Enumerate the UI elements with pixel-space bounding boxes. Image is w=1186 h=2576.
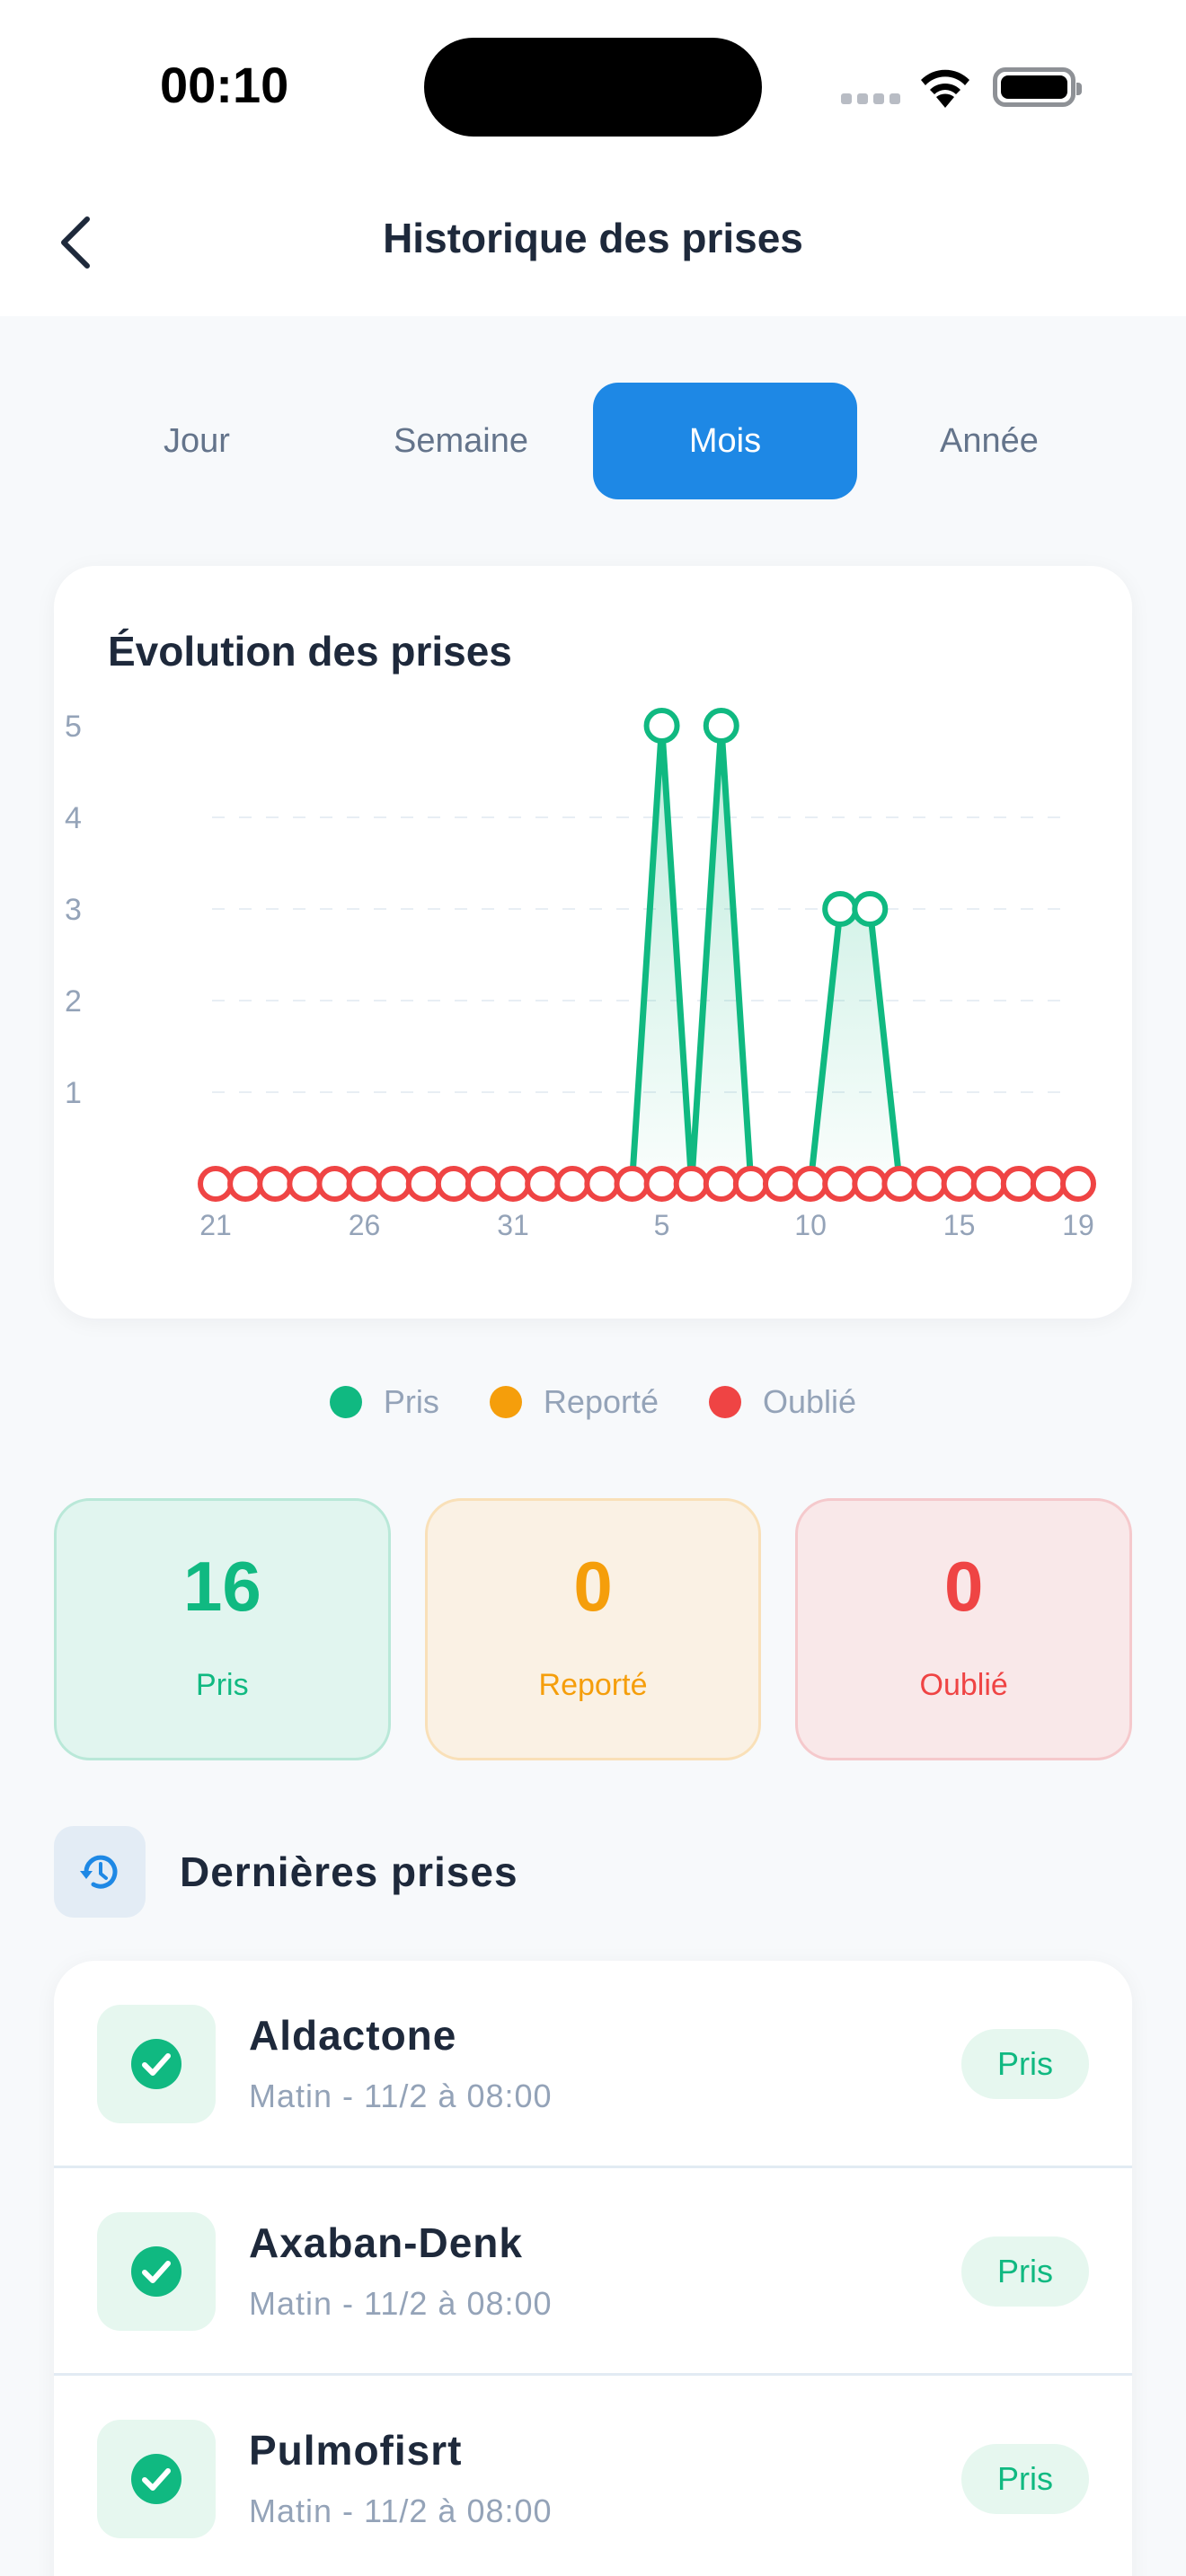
legend-item-pris: Pris <box>329 1383 439 1421</box>
svg-text:2: 2 <box>65 984 82 1019</box>
recent-list: Aldactone Matin - 11/2 à 08:00 Pris Axab… <box>54 1961 1132 2576</box>
legend-item-reporte: Reporté <box>489 1383 659 1421</box>
legend-dot-icon <box>329 1386 362 1418</box>
legend-label: Pris <box>383 1383 439 1420</box>
line-chart: 1 2 3 4 5 21 26 31 5 10 15 19 <box>65 708 1096 1241</box>
status-badge: Pris <box>961 2236 1089 2307</box>
medication-name: Aldactone <box>249 2012 457 2059</box>
list-item[interactable]: Pulmofisrt Matin - 11/2 à 08:00 Pris <box>54 2376 1132 2576</box>
stat-label: Reporté <box>538 1667 648 1702</box>
svg-text:1: 1 <box>65 1076 82 1110</box>
svg-text:5: 5 <box>65 710 82 744</box>
check-circle-icon <box>97 2005 216 2123</box>
medication-name: Axaban-Denk <box>249 2219 523 2266</box>
status-badge: Pris <box>961 2029 1089 2099</box>
recent-section-header: Dernières prises <box>54 1825 518 1919</box>
svg-text:31: 31 <box>497 1209 529 1241</box>
status-badge: Pris <box>961 2444 1089 2514</box>
list-item[interactable]: Aldactone Matin - 11/2 à 08:00 Pris <box>54 1961 1132 2168</box>
stat-card-oublie: 0 Oublié <box>795 1498 1133 1760</box>
dynamic-island <box>424 38 762 137</box>
svg-text:5: 5 <box>654 1209 670 1241</box>
stat-label: Pris <box>196 1667 249 1702</box>
status-bar: 00:10 <box>0 0 1186 171</box>
svg-text:26: 26 <box>349 1209 381 1241</box>
svg-text:3: 3 <box>65 893 82 927</box>
list-item[interactable]: Axaban-Denk Matin - 11/2 à 08:00 Pris <box>54 2168 1132 2376</box>
status-time: 00:10 <box>160 57 289 113</box>
tab-mois[interactable]: Mois <box>593 383 857 499</box>
chevron-left-icon <box>61 216 90 269</box>
check-circle-icon <box>97 2212 216 2331</box>
stat-value: 0 <box>573 1546 613 1626</box>
legend-item-oublie: Oublié <box>709 1383 856 1421</box>
tab-jour[interactable]: Jour <box>164 421 230 460</box>
nav-header: Historique des prises <box>0 171 1186 316</box>
stat-value: 0 <box>943 1546 984 1626</box>
svg-text:4: 4 <box>65 801 82 835</box>
section-title: Dernières prises <box>180 1848 518 1895</box>
medication-name: Pulmofisrt <box>249 2427 463 2474</box>
back-button[interactable] <box>45 198 108 287</box>
stats-summary: 16 Pris 0 Reporté 0 Oublié <box>54 1498 1133 1760</box>
chart-card: Évolution des prises 1 2 3 4 5 21 26 31 5 10 15 19 <box>54 566 1132 1319</box>
svg-text:10: 10 <box>794 1209 827 1241</box>
cellular-signal-icon <box>841 93 900 104</box>
legend-dot-icon <box>489 1386 522 1418</box>
chart-legend: Pris Reporté Oublié <box>0 1383 1186 1421</box>
legend-label: Reporté <box>543 1383 659 1420</box>
legend-dot-icon <box>709 1386 741 1418</box>
stat-value: 16 <box>182 1546 261 1626</box>
stat-label: Oublié <box>919 1667 1008 1702</box>
check-circle-icon <box>97 2420 216 2538</box>
svg-text:19: 19 <box>1062 1209 1094 1241</box>
legend-label: Oublié <box>763 1383 857 1420</box>
svg-text:21: 21 <box>199 1209 232 1241</box>
page-title: Historique des prises <box>383 215 803 261</box>
medication-time: Matin - 11/2 à 08:00 <box>249 2078 553 2114</box>
chart-title: Évolution des prises <box>108 628 512 675</box>
battery-icon <box>993 67 1082 107</box>
tab-annee[interactable]: Année <box>940 421 1039 460</box>
stat-card-reporte: 0 Reporté <box>424 1498 762 1760</box>
history-icon <box>54 1826 146 1918</box>
tab-semaine[interactable]: Semaine <box>394 421 528 460</box>
period-tabs: Jour Semaine Mois Année <box>65 383 1121 499</box>
medication-time: Matin - 11/2 à 08:00 <box>249 2285 553 2322</box>
stat-card-pris: 16 Pris <box>54 1498 391 1760</box>
wifi-icon <box>921 69 969 108</box>
svg-text:15: 15 <box>943 1209 976 1241</box>
medication-time: Matin - 11/2 à 08:00 <box>249 2492 553 2529</box>
